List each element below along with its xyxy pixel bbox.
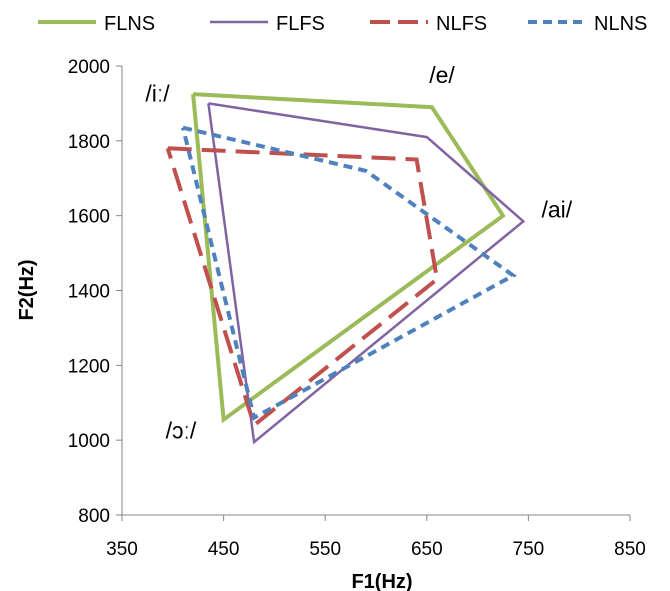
- y-tick-label: 1600: [68, 207, 110, 228]
- y-tick-label: 1400: [68, 282, 110, 303]
- legend-label-nlns: NLNS: [594, 13, 647, 35]
- vowel-labels: /iː/ /e/ /ai/ /ɔː/: [145, 62, 572, 443]
- legend-label-flns: FLNS: [104, 13, 155, 35]
- x-tick-label: 650: [411, 539, 443, 560]
- series-nlfs-line: [165, 146, 440, 429]
- x-tick-label: 550: [309, 539, 341, 560]
- vowel-label: /e/: [429, 62, 455, 88]
- x-tick-label: 750: [513, 539, 545, 560]
- y-tick-label: 800: [78, 506, 110, 527]
- legend-label-flfs: FLFS: [276, 13, 325, 35]
- y-axis-label: F2(Hz): [16, 259, 38, 320]
- y-tick-label: 1800: [68, 132, 110, 153]
- y-tick-label: 1000: [68, 431, 110, 452]
- x-axis-label: F1(Hz): [351, 571, 412, 591]
- x-tick-label: 350: [106, 539, 138, 560]
- x-tick-label: 850: [614, 539, 646, 560]
- series-nlns-line: [181, 125, 517, 421]
- legend: FLNS FLFS NLFS NLNS: [38, 13, 647, 35]
- series-flfs-line: [207, 102, 526, 445]
- series-flns-line: [191, 92, 506, 424]
- y-tick-label: 1200: [68, 356, 110, 377]
- vowel-label: /iː/: [145, 81, 170, 107]
- y-tick-label: 2000: [68, 57, 110, 78]
- vowel-label: /ai/: [542, 197, 573, 223]
- x-tick-label: 450: [208, 539, 240, 560]
- axes: 800 1000 1200 1400 1600 1800 2000 350 450 550 650 7…: [68, 57, 646, 560]
- vowel-label: /ɔː/: [166, 417, 197, 443]
- legend-label-nlfs: NLFS: [436, 13, 487, 35]
- series-group: [165, 92, 526, 445]
